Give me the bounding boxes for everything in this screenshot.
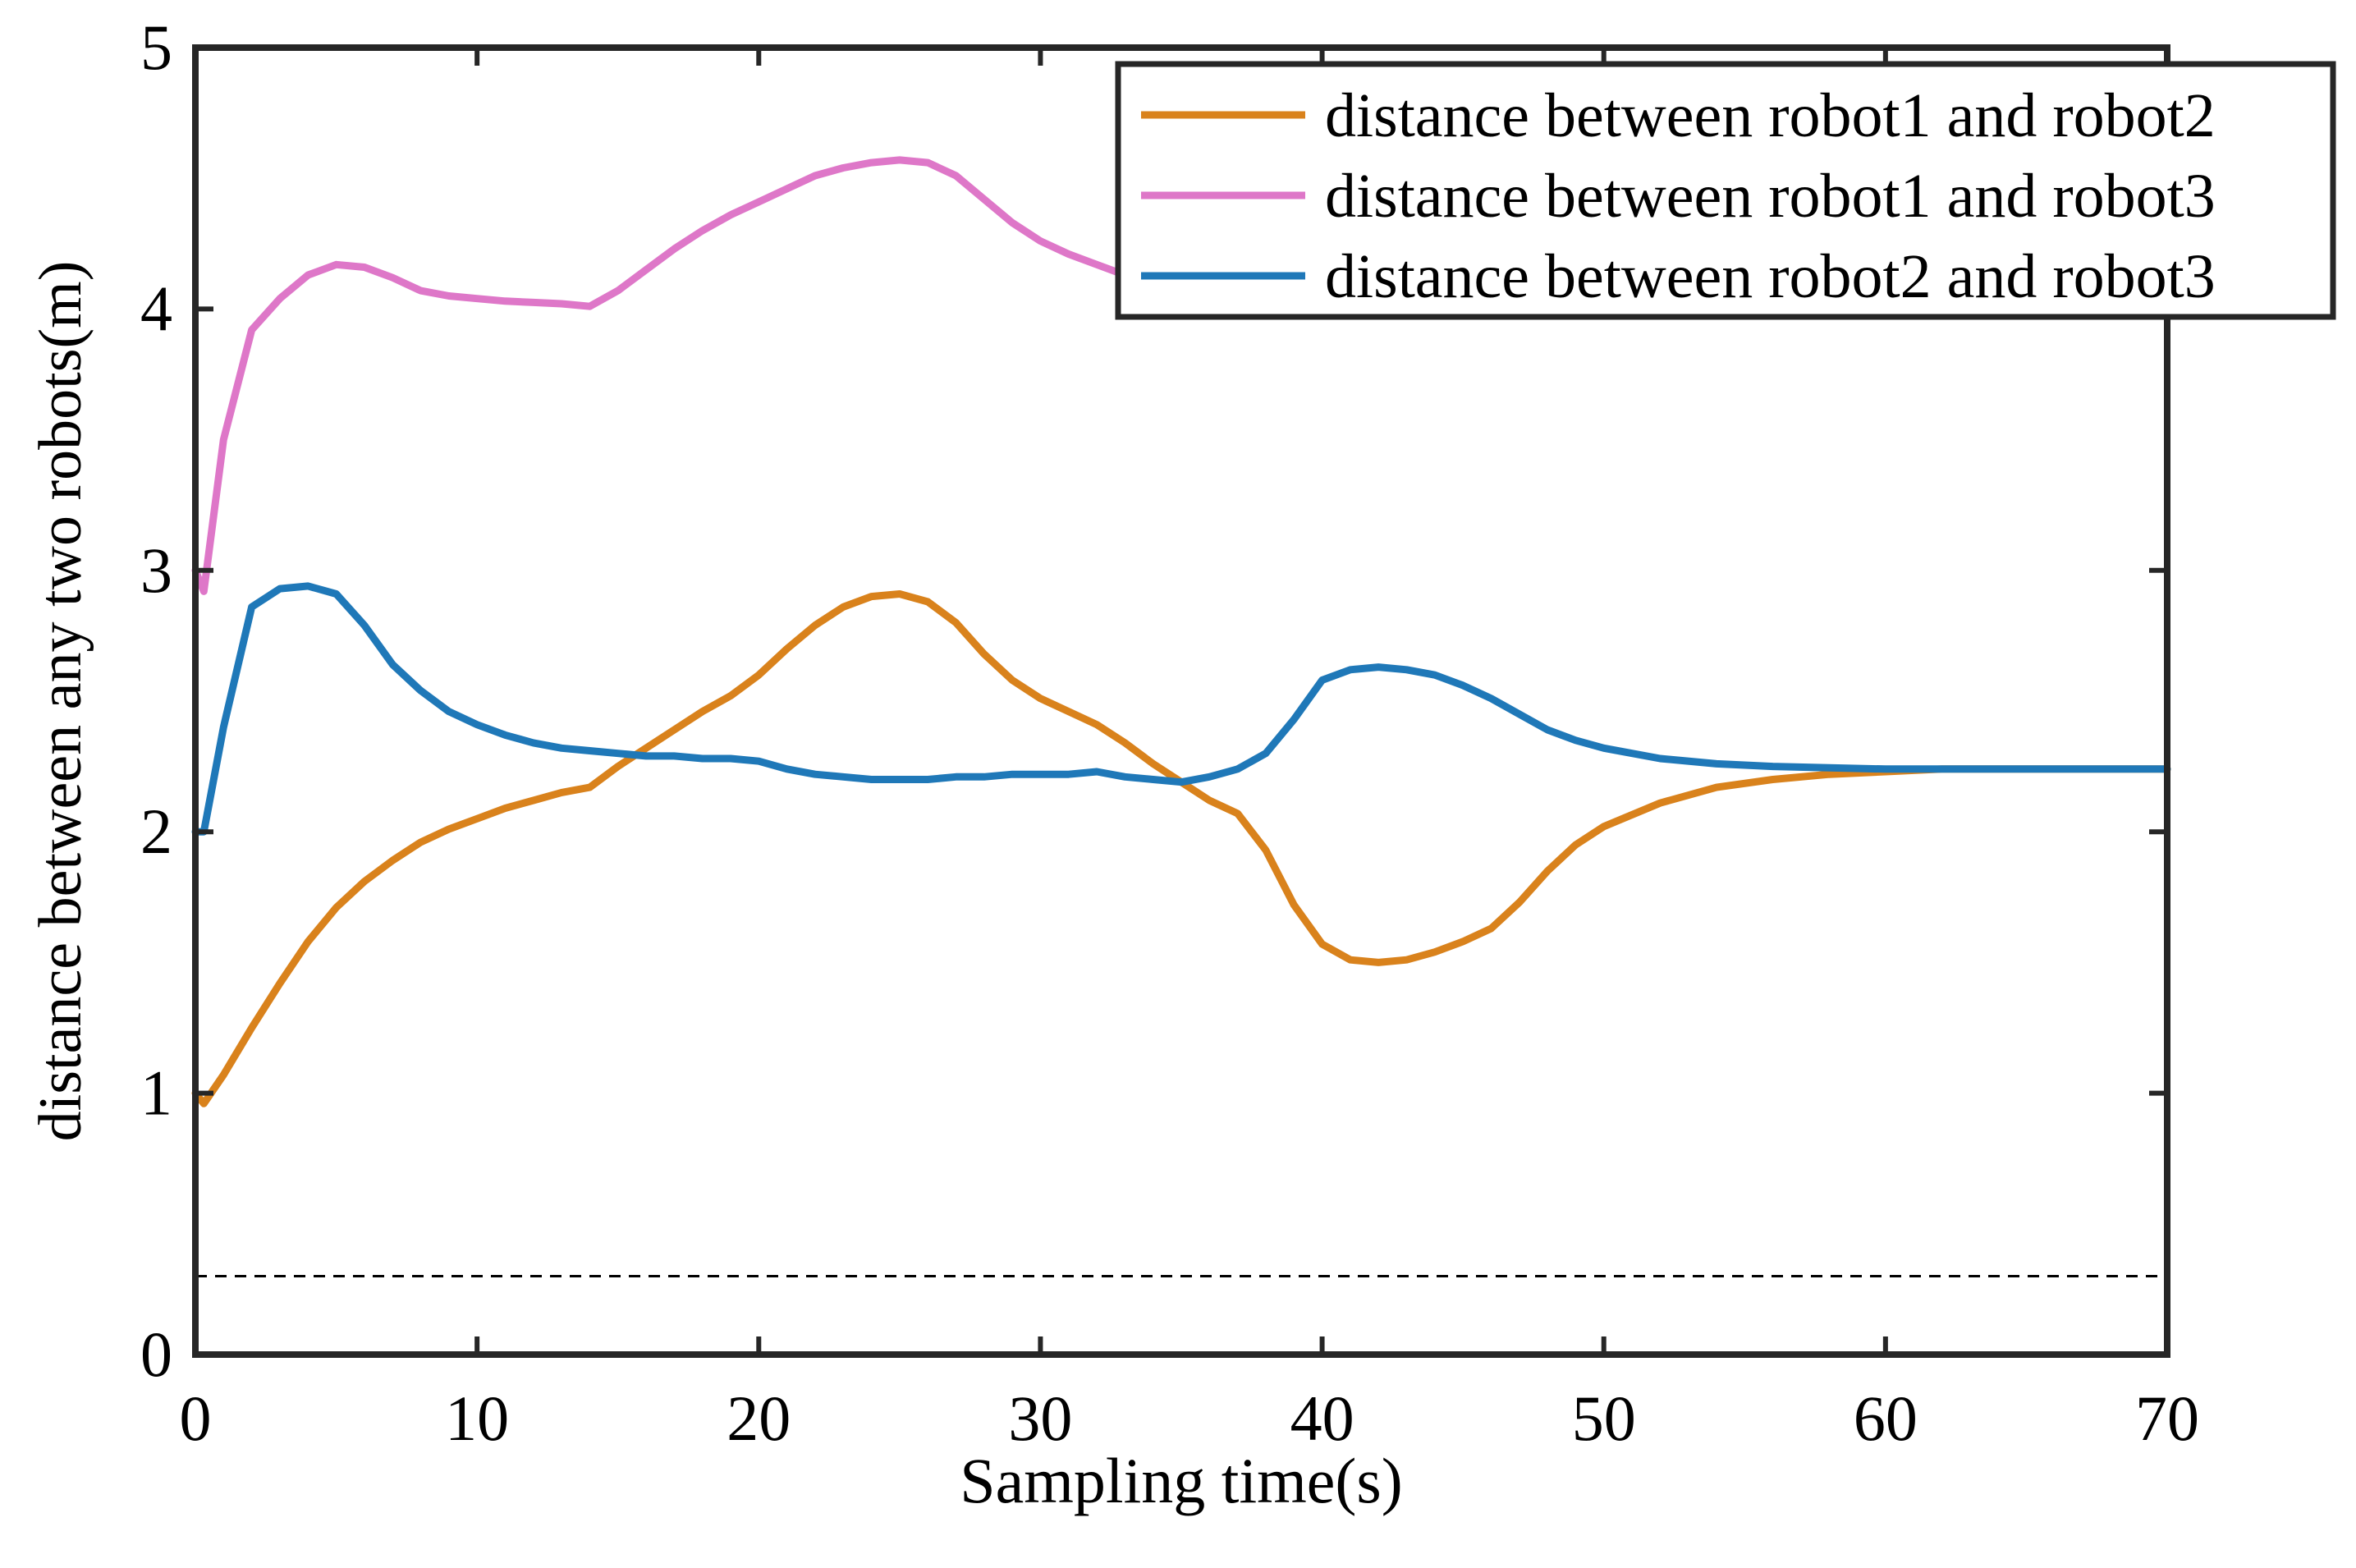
series-line-distance-between-robot1-and-robot2 <box>191 590 2171 1107</box>
x-axis-label: Sampling time(s) <box>960 1445 1402 1516</box>
legend-items: distance between robot1 and robot2 distan… <box>1141 81 2216 311</box>
x-tick-label: 60 <box>1854 1382 1918 1454</box>
x-tick-label: 40 <box>1290 1382 1354 1454</box>
x-tick-label: 0 <box>180 1382 212 1454</box>
x-tick-label: 50 <box>1572 1382 1636 1454</box>
legend: distance between robot1 and robot2 distan… <box>1115 61 2336 320</box>
x-tick-label: 20 <box>727 1382 791 1454</box>
legend-label: distance between robot1 and robot3 <box>1325 162 2216 231</box>
x-tick-label: 30 <box>1008 1382 1072 1454</box>
series-layer <box>191 156 2171 1107</box>
x-tick-labels: 0 10 20 30 40 50 60 70 <box>180 1382 2200 1454</box>
x-tick-label: 70 <box>2135 1382 2199 1454</box>
y-tick-labels: 0 1 2 3 4 5 <box>140 11 172 1390</box>
y-tick-label: 0 <box>140 1318 172 1390</box>
legend-label: distance between robot2 and robot3 <box>1325 242 2216 311</box>
y-tick-label: 3 <box>140 534 172 606</box>
series-line-distance-between-robot2-and-robot3 <box>191 582 2171 836</box>
axes-frame <box>192 44 2170 1358</box>
legend-label: distance between robot1 and robot2 <box>1325 81 2216 150</box>
y-tick-label: 5 <box>140 11 172 83</box>
y-tick-label: 2 <box>140 795 172 867</box>
y-tick-label: 4 <box>140 273 172 344</box>
x-tick-label: 10 <box>445 1382 509 1454</box>
series-line-distance-between-robot1-and-robot3 <box>191 156 1129 595</box>
y-axis-label: distance between any two robots(m) <box>27 261 94 1142</box>
legend-box <box>1115 61 2336 320</box>
y-tick-label: 1 <box>140 1057 172 1129</box>
